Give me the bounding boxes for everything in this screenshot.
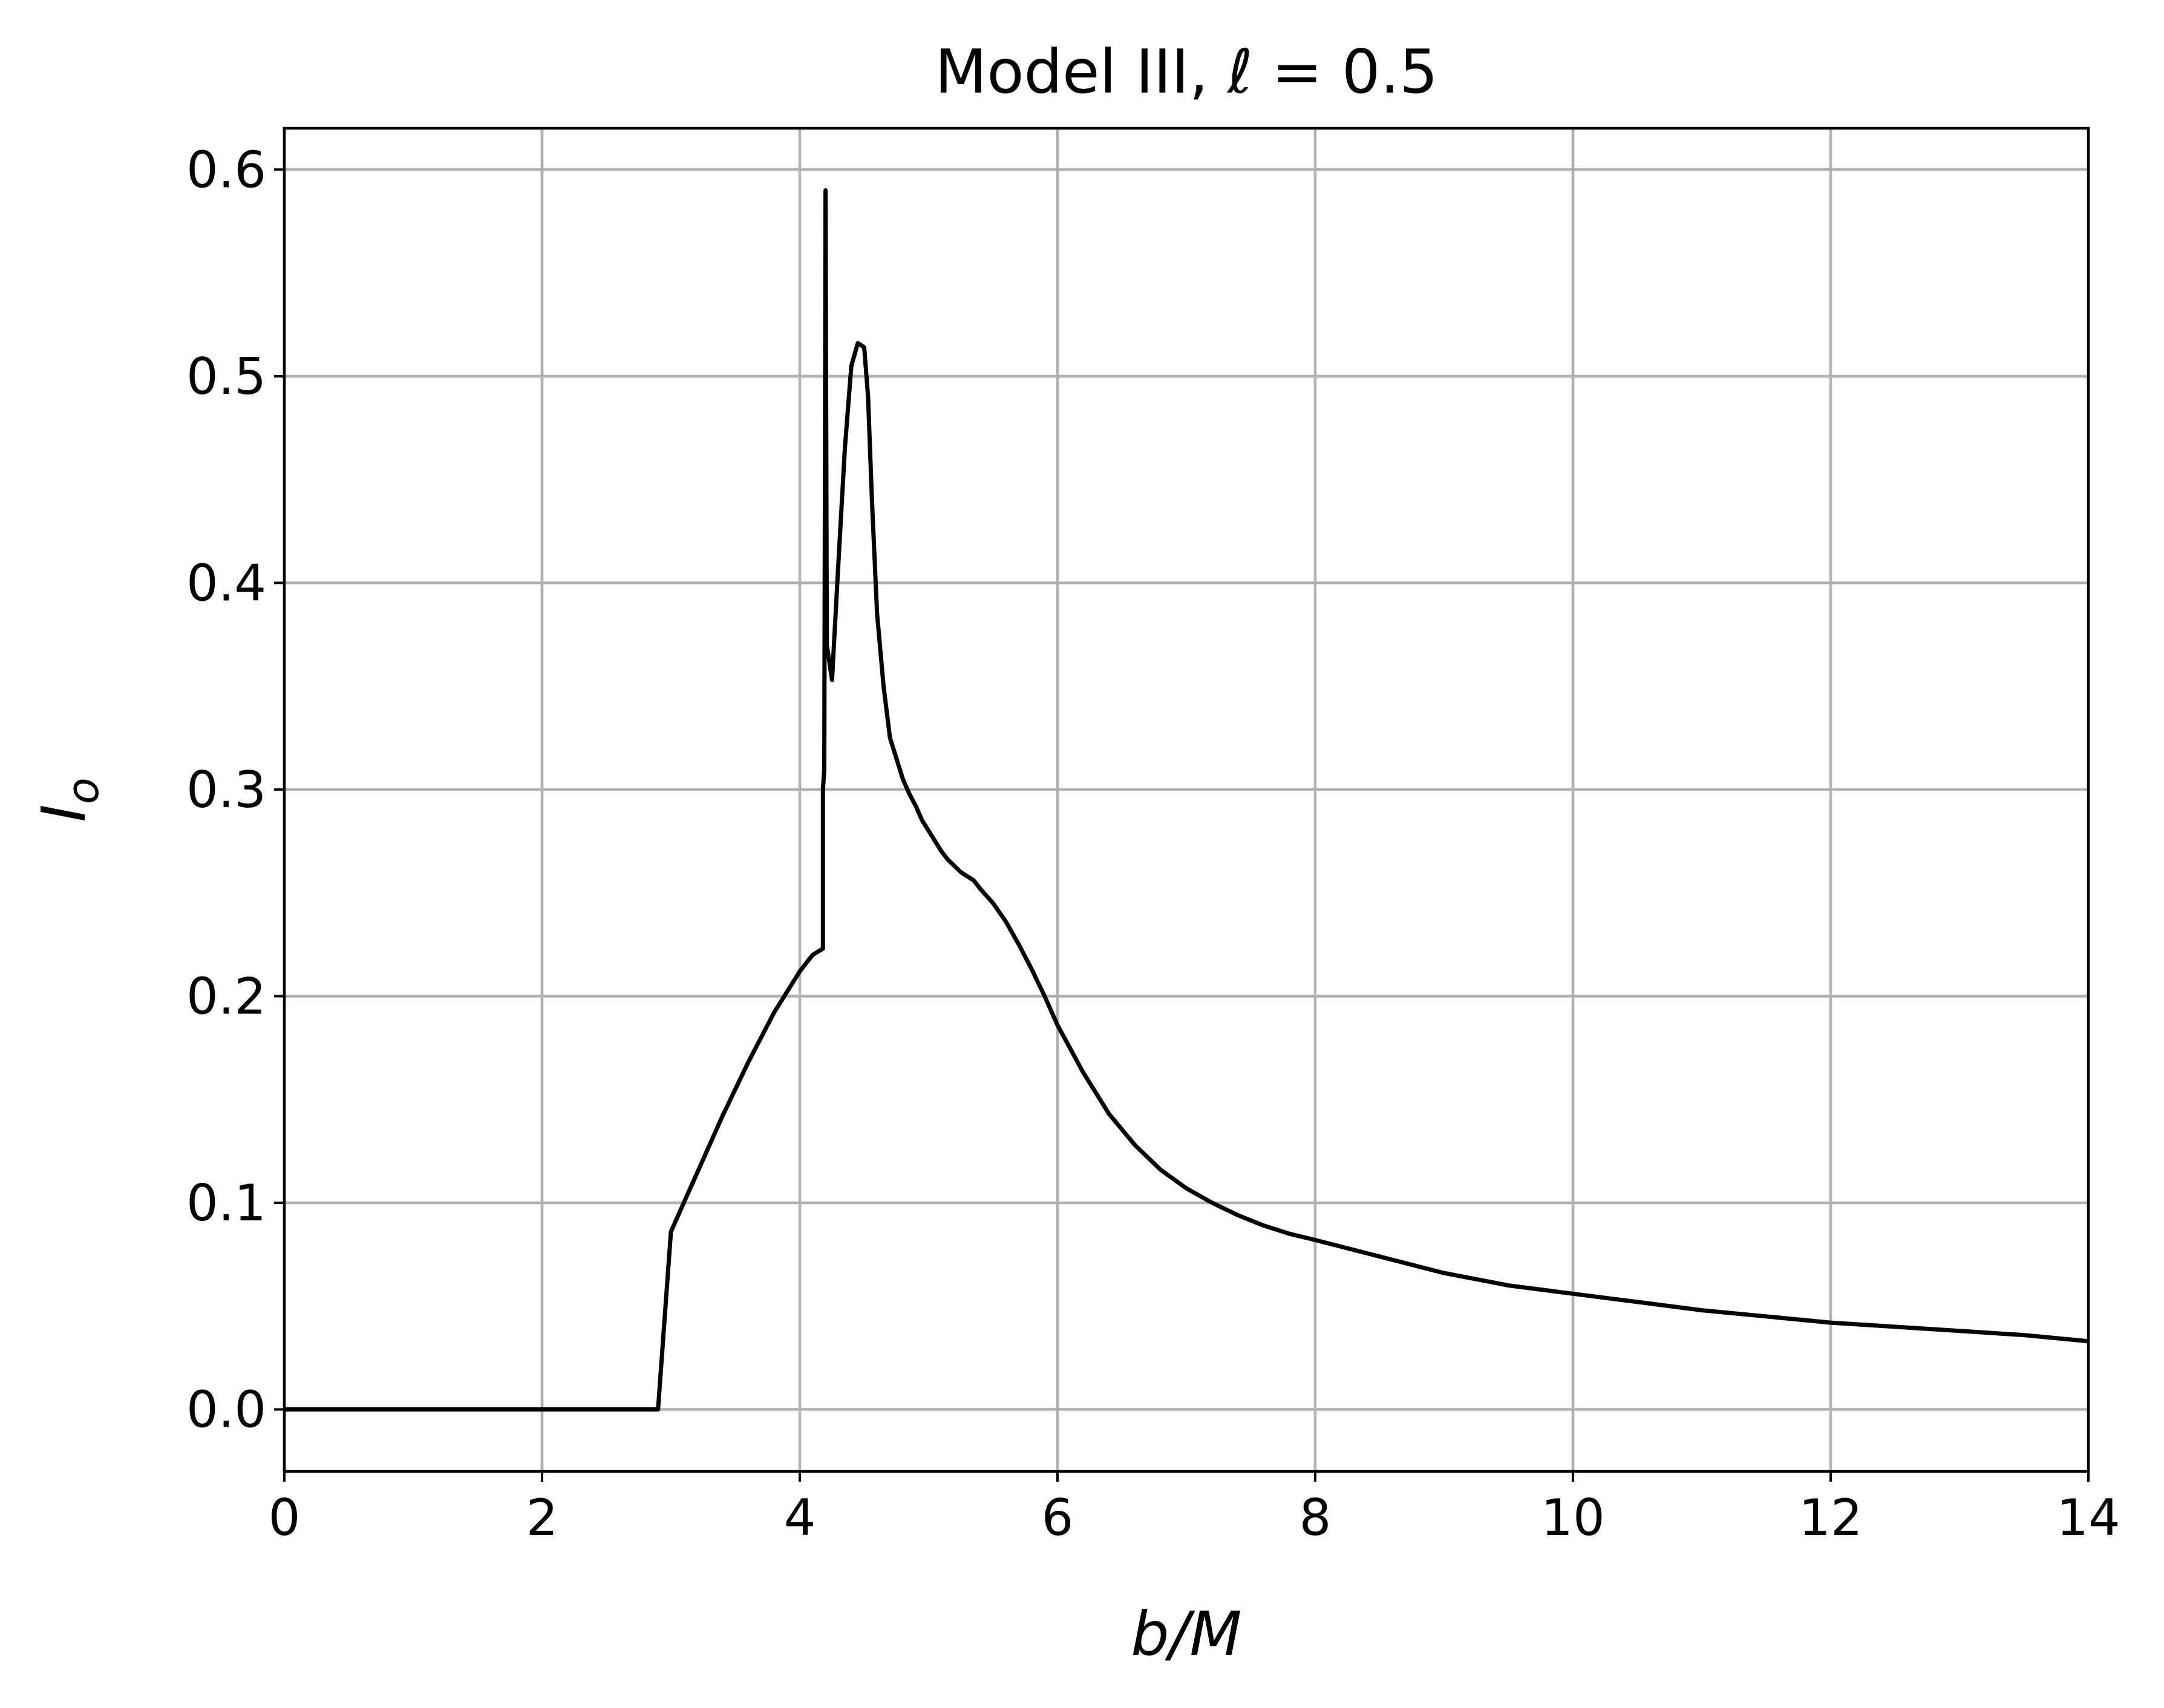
x-tick-label: 0 [269, 1488, 301, 1547]
axis-ticks: 0 2 4 6 8 10 12 14 0.0 0.1 0.2 0.3 0.4 0.5 0.6 [186, 140, 2120, 1547]
series-layer [284, 188, 2089, 1412]
x-axis-label: b/M [1131, 1598, 1241, 1669]
y-tick-label: 0.2 [186, 967, 266, 1026]
y-tick-label: 0.4 [186, 554, 266, 612]
y-tick-label: 0.3 [186, 761, 266, 819]
y-tick-label: 0.0 [186, 1381, 266, 1439]
y-tick-label: 0.5 [186, 347, 266, 406]
y-axis-label: Io [28, 777, 108, 822]
chart-title: Model III, ℓ = 0.5 [935, 36, 1438, 107]
series-line [284, 188, 2089, 1412]
x-tick-label: 10 [1541, 1488, 1605, 1547]
x-tick-label: 2 [526, 1488, 558, 1547]
x-tick-label: 14 [2056, 1488, 2120, 1547]
y-tick-label: 0.6 [186, 140, 266, 199]
x-tick-label: 4 [784, 1488, 816, 1547]
y-tick-label: 0.1 [186, 1174, 266, 1232]
x-tick-label: 8 [1299, 1488, 1332, 1547]
x-tick-label: 6 [1042, 1488, 1074, 1547]
x-tick-label: 12 [1799, 1488, 1863, 1547]
plot-frame [283, 126, 2090, 1473]
plot-area-background [284, 128, 2088, 1471]
